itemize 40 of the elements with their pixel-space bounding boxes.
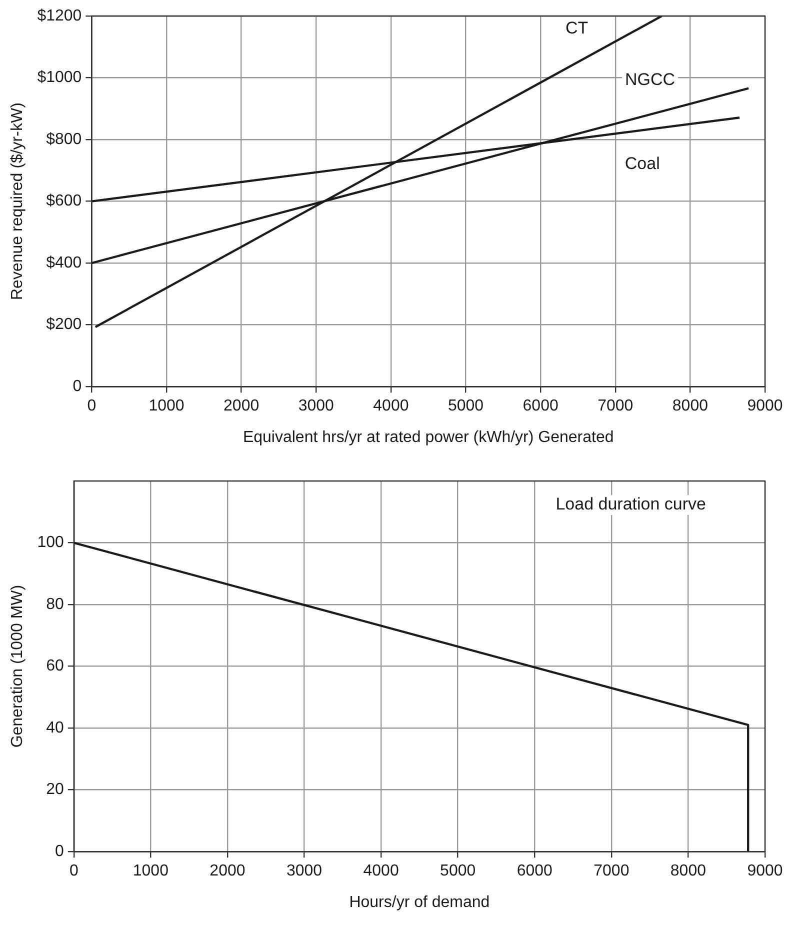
- x-tick-label: 5000: [448, 398, 484, 415]
- x-tick-label: 1000: [148, 398, 184, 415]
- x-tick-label: 3000: [298, 398, 334, 415]
- series-label: CT: [565, 18, 588, 38]
- x-tick-label: 9000: [747, 862, 783, 880]
- series-label: NGCC: [624, 70, 676, 90]
- y-tick-label: $200: [46, 316, 82, 334]
- x-tick-label: 5000: [440, 862, 476, 880]
- x-tick-label: 7000: [598, 398, 634, 415]
- y-axis-title: Generation (1000 MW): [9, 584, 26, 748]
- x-tick-label: 7000: [594, 862, 630, 880]
- y-tick-label: 40: [46, 719, 64, 736]
- x-tick-label: 8000: [672, 398, 708, 415]
- x-tick-label: 1000: [132, 862, 169, 880]
- y-tick-label: $600: [46, 192, 82, 210]
- x-tick-label: 0: [87, 398, 96, 415]
- y-tick-label: 80: [46, 596, 64, 613]
- x-axis-title: Hours/yr of demand: [349, 894, 490, 911]
- x-tick-label: 4000: [363, 862, 399, 880]
- x-axis-title: Equivalent hrs/yr at rated power (kWh/yr) Generated: [242, 428, 614, 446]
- y-tick-label: $800: [46, 130, 82, 148]
- y-tick-label: 60: [46, 658, 64, 675]
- y-axis-title: Revenue required ($/yr-kW): [9, 102, 26, 300]
- y-tick-label: 0: [72, 378, 82, 396]
- x-tick-label: 6000: [516, 862, 553, 880]
- y-tick-label: $1200: [37, 7, 82, 24]
- x-tick-label: 3000: [286, 862, 322, 880]
- y-tick-label: 0: [54, 843, 64, 860]
- x-tick-label: 6000: [522, 398, 558, 415]
- x-tick-label: 2000: [224, 398, 260, 415]
- y-tick-label: $400: [46, 254, 82, 272]
- y-tick-label: $1000: [37, 69, 82, 86]
- x-tick-label: 9000: [747, 398, 783, 415]
- y-tick-label: 20: [46, 781, 64, 798]
- x-tick-label: 2000: [210, 862, 246, 880]
- series-label: Coal: [624, 154, 660, 173]
- x-tick-label: 8000: [670, 862, 706, 880]
- annotation: Load duration curve: [556, 494, 706, 514]
- y-tick-label: 100: [37, 534, 64, 552]
- x-tick-label: 4000: [373, 398, 409, 415]
